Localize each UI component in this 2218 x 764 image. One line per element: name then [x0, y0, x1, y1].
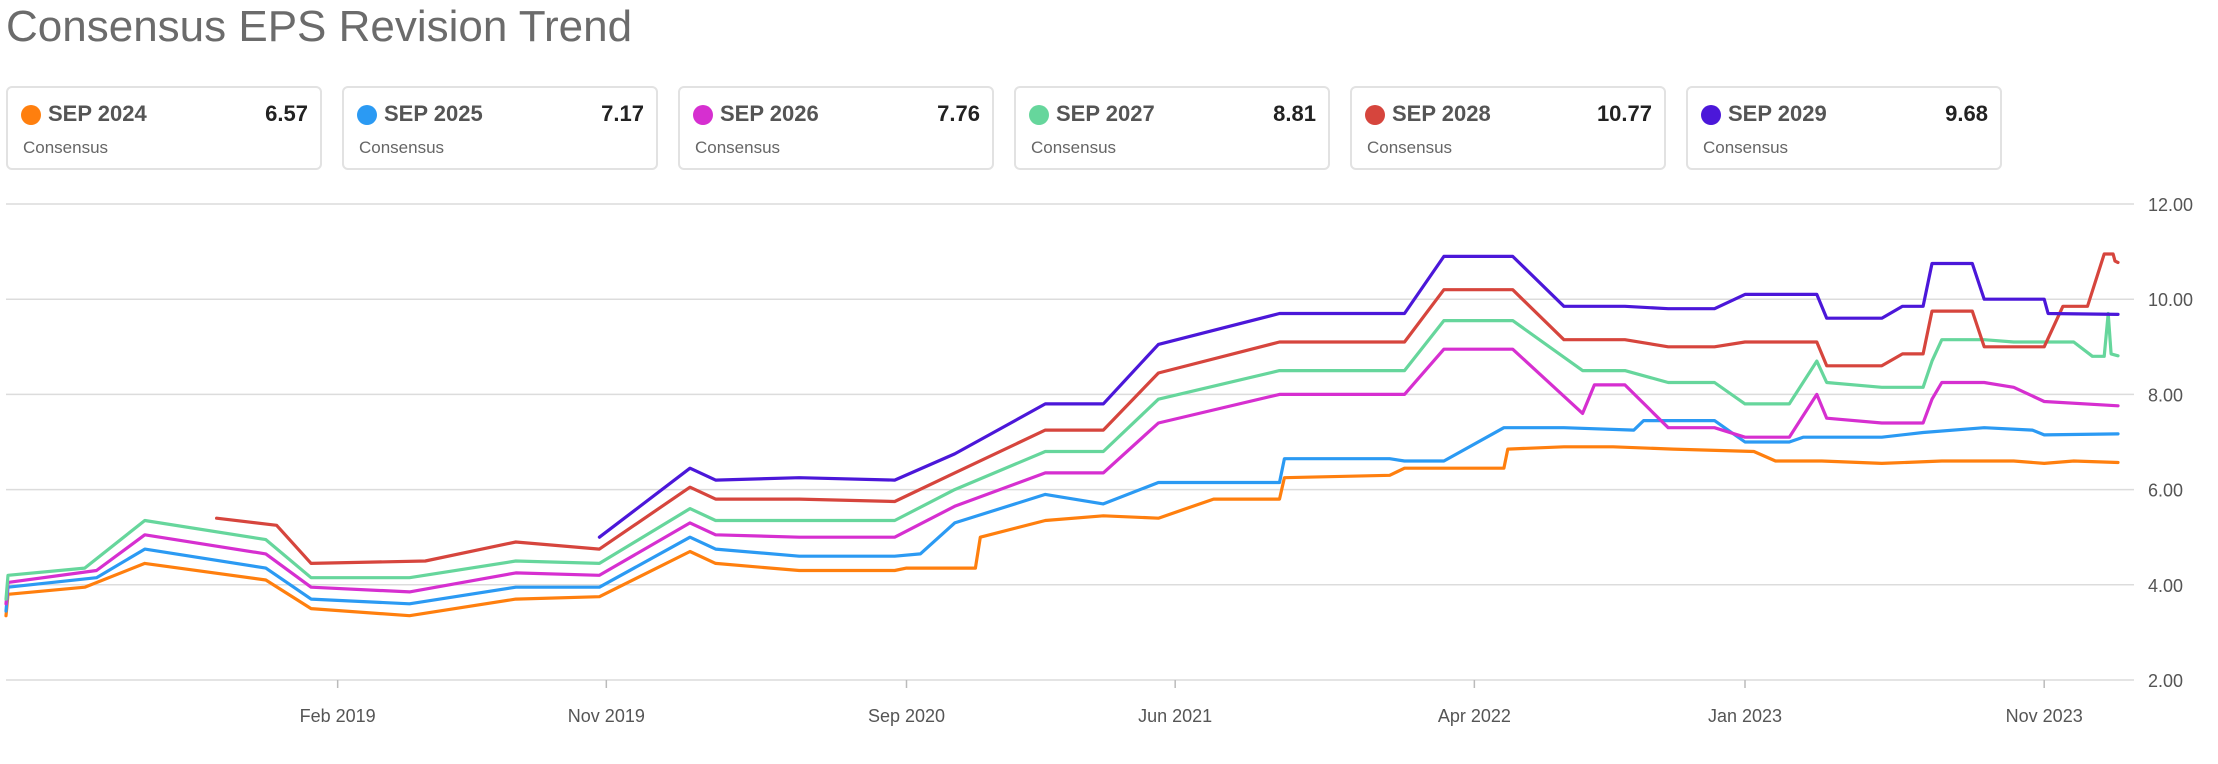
x-axis-ticks: Feb 2019 Nov 2019 Sep 2020 Jun 2021 Apr 2022… [300, 680, 2083, 726]
legend-series-sub: Consensus [1703, 138, 1789, 157]
legend-series-name: SEP 2025 [384, 101, 483, 126]
legend-card-sep-2024[interactable]: SEP 2024 6.57 Consensus [6, 86, 322, 170]
series-line-sep-2025[interactable] [4, 419, 2120, 613]
series-line-sep-2027[interactable] [4, 311, 2120, 601]
legend-series-sub: Consensus [695, 138, 781, 157]
series-dot-icon [21, 105, 41, 125]
legend-series-value: 10.77 [1596, 101, 1652, 126]
legend-series-name: SEP 2024 [48, 101, 147, 126]
legend-series-sub: Consensus [359, 138, 445, 157]
y-tick-label: 2.00 [2148, 671, 2183, 691]
legend-series-name: SEP 2027 [1056, 101, 1155, 126]
series-dot-icon [693, 105, 713, 125]
x-tick-label: Nov 2023 [2006, 706, 2083, 726]
legend-series-sub: Consensus [1031, 138, 1117, 157]
legend-card-sep-2026[interactable]: SEP 2026 7.76 Consensus [678, 86, 994, 170]
legend-series-value: 7.76 [937, 101, 980, 126]
legend-card-sep-2028[interactable]: SEP 2028 10.77 Consensus [1350, 86, 1666, 170]
legend-series-name: SEP 2026 [720, 101, 819, 126]
chart-title: Consensus EPS Revision Trend [6, 2, 633, 51]
y-tick-label: 6.00 [2148, 481, 2183, 501]
legend-card-sep-2027[interactable]: SEP 2027 8.81 Consensus [1014, 86, 1330, 170]
grid-lines [6, 203, 2134, 681]
legend-card-sep-2029[interactable]: SEP 2029 9.68 Consensus [1686, 86, 2002, 170]
series-dot-icon [357, 105, 377, 125]
series-line-sep-2026[interactable] [4, 347, 2120, 606]
series-lines [4, 252, 2120, 618]
series-dot-icon [1365, 105, 1385, 125]
legend-series-value: 7.17 [601, 101, 644, 126]
legend-card-sep-2025[interactable]: SEP 2025 7.17 Consensus [342, 86, 658, 170]
legend-series-name: SEP 2029 [1728, 101, 1827, 126]
legend-series-sub: Consensus [23, 138, 109, 157]
series-dot-icon [1029, 105, 1049, 125]
legend-series-sub: Consensus [1367, 138, 1453, 157]
y-tick-label: 8.00 [2148, 385, 2183, 405]
y-axis-ticks: 2.00 4.00 6.00 8.00 10.00 12.00 [2148, 195, 2193, 691]
legend-series-value: 8.81 [1273, 101, 1316, 126]
y-tick-label: 12.00 [2148, 195, 2193, 215]
series-line-sep-2029[interactable] [597, 254, 2120, 539]
x-tick-label: Nov 2019 [568, 706, 645, 726]
x-tick-label: Jan 2023 [1708, 706, 1782, 726]
series-dot-icon [1701, 105, 1721, 125]
y-tick-label: 10.00 [2148, 290, 2193, 310]
x-tick-label: Apr 2022 [1438, 706, 1511, 726]
x-tick-label: Sep 2020 [868, 706, 945, 726]
y-tick-label: 4.00 [2148, 576, 2183, 596]
legend-series-name: SEP 2028 [1392, 101, 1491, 126]
legend-series-value: 9.68 [1945, 101, 1988, 126]
x-tick-label: Jun 2021 [1138, 706, 1212, 726]
x-tick-label: Feb 2019 [300, 706, 376, 726]
series-line-sep-2028[interactable] [215, 252, 2120, 565]
legend-series-value: 6.57 [265, 101, 308, 126]
legend: SEP 2024 6.57 Consensus SEP 2025 7.17 Co… [6, 86, 2002, 170]
series-line-sep-2024[interactable] [4, 445, 2120, 618]
